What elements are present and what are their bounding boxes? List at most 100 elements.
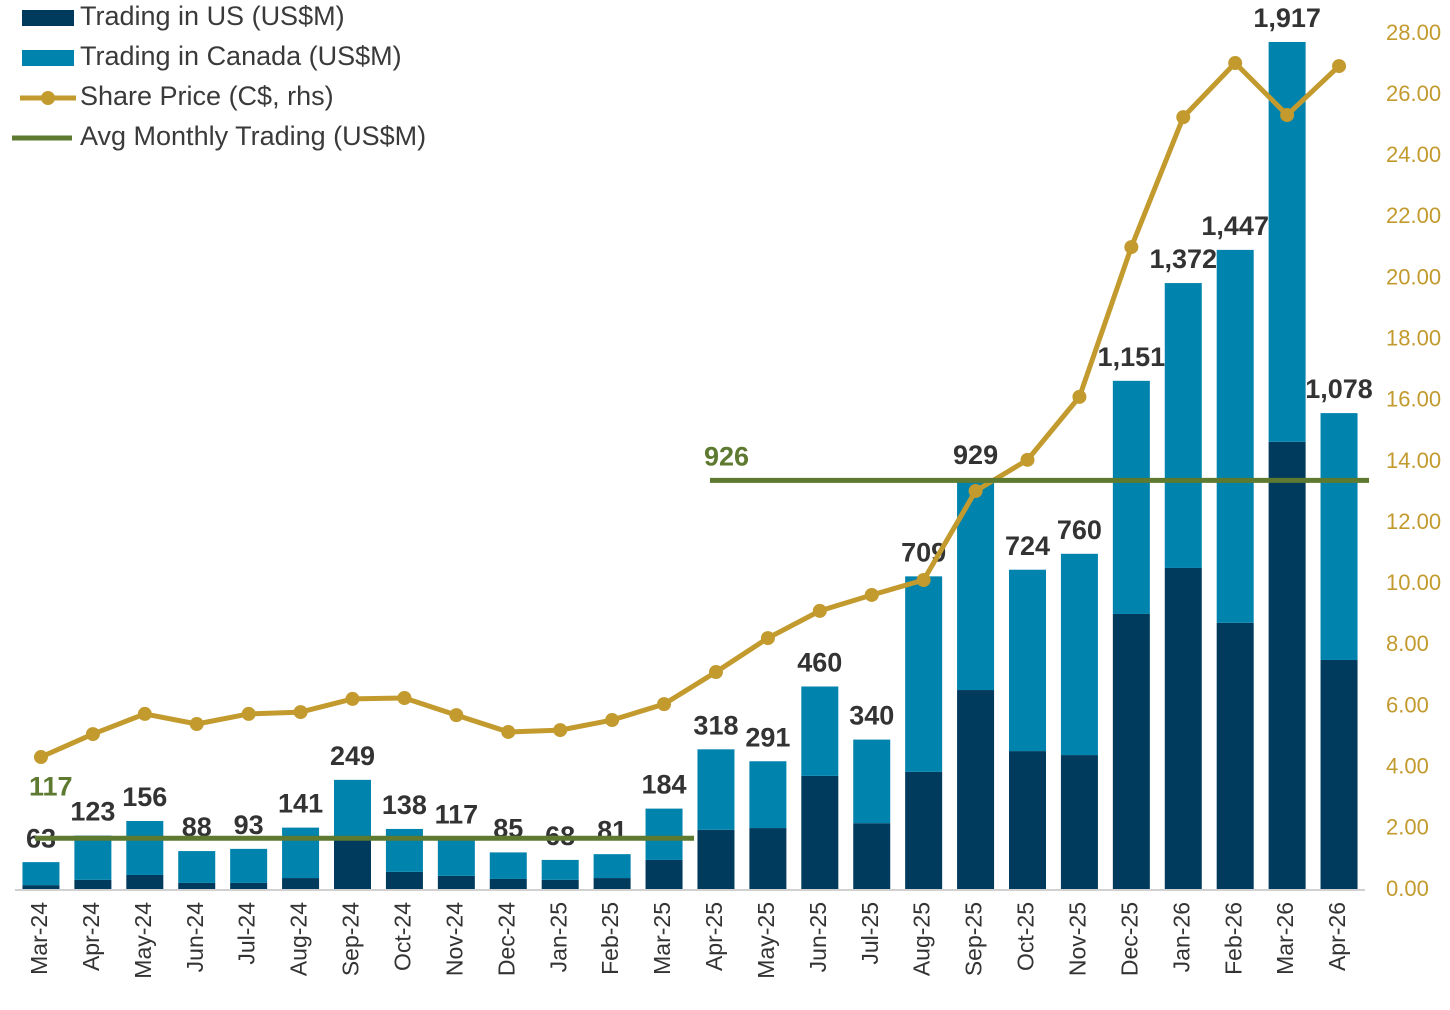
y2-tick-label: 14.00 <box>1386 448 1441 473</box>
bar-segment <box>1268 441 1306 890</box>
total-label: 81 <box>597 815 627 845</box>
price-point <box>1176 110 1191 125</box>
total-label: 318 <box>693 710 738 740</box>
total-label: 141 <box>278 789 323 819</box>
price-point <box>760 631 775 646</box>
bar-segment <box>178 851 216 883</box>
bar-segment <box>282 827 320 879</box>
bar-segment <box>697 749 735 830</box>
x-tick-label: Aug-24 <box>286 902 312 976</box>
x-tick-label: Oct-24 <box>390 902 416 971</box>
total-label: 724 <box>1005 531 1050 561</box>
price-point <box>708 665 723 680</box>
total-label: 1,372 <box>1149 244 1217 274</box>
legend-swatch <box>22 50 74 66</box>
y2-tick-label: 16.00 <box>1386 387 1441 412</box>
x-tick-label: Dec-24 <box>493 902 519 976</box>
price-point <box>501 724 516 739</box>
x-tick-label: Nov-25 <box>1065 902 1091 976</box>
total-label: 460 <box>797 648 842 678</box>
avg-label: 117 <box>29 771 73 801</box>
price-point <box>85 727 100 742</box>
price-point <box>33 750 48 765</box>
x-tick-label: Dec-25 <box>1116 902 1142 976</box>
y2-tick-label: 18.00 <box>1386 326 1441 351</box>
x-tick-label: Nov-24 <box>441 902 467 976</box>
bar-segment <box>593 878 631 890</box>
bar-segment <box>1112 613 1150 890</box>
price-point <box>1332 59 1347 74</box>
legend-label: Trading in Canada (US$M) <box>80 41 402 71</box>
x-tick-label: Apr-24 <box>78 902 104 971</box>
bar-segment <box>593 854 631 879</box>
price-point <box>345 691 360 706</box>
y2-tick-label: 0.00 <box>1386 876 1429 901</box>
x-tick-label: May-24 <box>130 902 156 979</box>
legend-label: Trading in US (US$M) <box>80 1 345 31</box>
bar-segment <box>1216 249 1254 623</box>
bar-segment <box>22 862 60 886</box>
total-label: 1,151 <box>1098 342 1166 372</box>
price-point <box>864 587 879 602</box>
y2-tick-label: 24.00 <box>1386 142 1441 167</box>
bar-segment <box>126 874 164 890</box>
bar-segment <box>437 875 475 890</box>
x-tick-label: Mar-26 <box>1272 902 1298 975</box>
x-tick-label: Apr-25 <box>701 902 727 971</box>
bar-segment <box>905 771 943 890</box>
total-label: 93 <box>234 810 264 840</box>
y2-tick-label: 4.00 <box>1386 754 1429 779</box>
total-label: 340 <box>849 701 894 731</box>
x-tick-label: Jun-24 <box>182 902 208 973</box>
price-point <box>1124 240 1139 255</box>
x-tick-label: Jul-24 <box>234 902 260 965</box>
y2-tick-label: 6.00 <box>1386 692 1429 717</box>
bar-segment <box>749 828 787 890</box>
bar-segment <box>178 882 216 890</box>
bar-segment <box>957 690 995 890</box>
bar-segment <box>1164 283 1202 568</box>
x-tick-label: Mar-25 <box>649 902 675 975</box>
total-label: 760 <box>1057 515 1102 545</box>
total-label: 123 <box>70 797 115 827</box>
y2-tick-label: 22.00 <box>1386 203 1441 228</box>
x-tick-label: Aug-25 <box>909 902 935 976</box>
bar-segment <box>22 885 60 890</box>
bar-segment <box>801 686 839 776</box>
bar-segment <box>282 878 320 890</box>
x-tick-label: Mar-24 <box>26 902 52 975</box>
bar-segment <box>1216 622 1254 890</box>
x-tick-label: Jan-25 <box>545 902 571 972</box>
total-label: 184 <box>642 770 687 800</box>
x-tick-label: Apr-26 <box>1324 902 1350 971</box>
x-tick-label: Jan-26 <box>1168 902 1194 972</box>
bar-segment <box>437 838 475 876</box>
price-point <box>553 723 568 738</box>
bar-segment <box>74 879 112 890</box>
legend-label: Share Price (C$, rhs) <box>80 81 334 111</box>
price-point <box>812 603 827 618</box>
x-tick-label: Sep-24 <box>338 902 364 976</box>
bar-segment <box>697 829 735 890</box>
price-point <box>1072 389 1087 404</box>
bar-segment <box>230 882 268 890</box>
bar-segment <box>385 828 423 872</box>
bar-segment <box>541 859 579 880</box>
bar-segment <box>541 879 579 890</box>
total-label: 291 <box>745 722 790 752</box>
price-point <box>397 691 412 706</box>
x-tick-label: Oct-25 <box>1013 902 1039 971</box>
x-tick-label: Sep-25 <box>961 902 987 976</box>
bar-segment <box>1320 413 1358 660</box>
bar-segment <box>853 823 891 890</box>
bar-segment <box>74 835 112 880</box>
total-label: 929 <box>953 440 998 470</box>
avg-label: 926 <box>704 441 749 471</box>
bar-segment <box>1164 567 1202 890</box>
bar-segment <box>853 739 891 824</box>
total-label: 117 <box>435 799 479 829</box>
x-tick-label: Feb-26 <box>1220 902 1246 975</box>
y2-tick-label: 28.00 <box>1386 20 1441 45</box>
y2-tick-label: 8.00 <box>1386 631 1429 656</box>
